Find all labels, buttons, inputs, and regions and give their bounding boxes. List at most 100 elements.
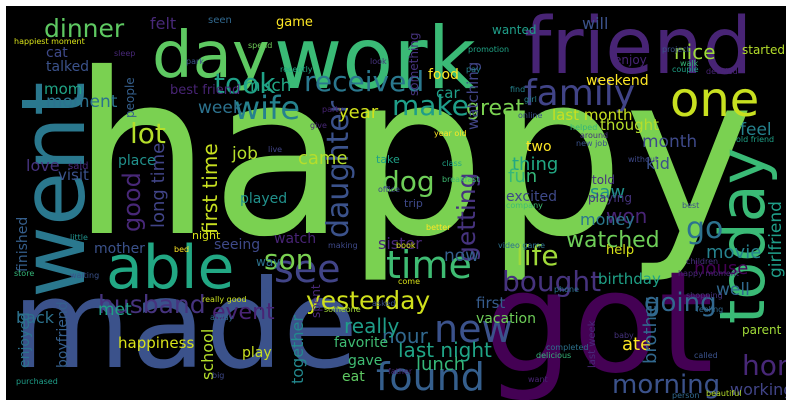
word: family (524, 73, 636, 114)
word: birthday (598, 270, 661, 288)
word: boyfriend (55, 301, 71, 368)
word: someone (324, 305, 361, 314)
word: morning (612, 370, 721, 400)
word: baby (614, 331, 634, 340)
word: pay (466, 65, 481, 74)
word: better (426, 223, 451, 232)
word: father (388, 367, 413, 376)
word: really good (202, 295, 247, 304)
word: visit (58, 166, 89, 184)
word: best (682, 201, 700, 210)
word: spent (309, 284, 323, 318)
word: son (264, 243, 314, 276)
word: way (256, 255, 281, 269)
word: person (672, 391, 700, 400)
word: help (606, 243, 635, 258)
word: year (338, 102, 379, 123)
word: give (310, 121, 327, 130)
word: playing (588, 191, 632, 205)
word: breakfast (442, 175, 480, 184)
word: seeing (214, 237, 261, 253)
word: brother (640, 297, 661, 364)
word: online (518, 111, 543, 120)
word: made (12, 254, 359, 396)
word: time (386, 243, 472, 287)
word: go (686, 211, 724, 246)
word: night (192, 229, 221, 242)
word: one (670, 72, 760, 128)
word: food (428, 67, 459, 83)
word: children (686, 257, 719, 266)
word: waiting (70, 271, 100, 280)
word: promotion (468, 45, 510, 54)
word: asked (372, 299, 396, 308)
word: weekend (586, 73, 649, 89)
word: game (276, 15, 313, 30)
word: live (268, 145, 283, 154)
word: sleep (114, 49, 136, 58)
word: day (152, 19, 270, 93)
word: kid (646, 154, 670, 173)
word: year old (434, 129, 467, 138)
word: together (288, 315, 307, 384)
word: old friend (736, 135, 775, 144)
word: new job (576, 139, 608, 148)
word: cat (46, 45, 68, 61)
word: money (580, 210, 635, 229)
word: happy (72, 25, 755, 286)
word: parent (742, 323, 782, 337)
word: come (398, 277, 421, 286)
word: started (742, 43, 785, 57)
word: find (510, 85, 526, 94)
word: helped (570, 123, 598, 132)
word: u (264, 285, 271, 296)
word: store (14, 269, 35, 278)
word: book (396, 241, 416, 250)
word: play (242, 345, 272, 361)
word: finished (15, 216, 31, 272)
word: dog (382, 165, 435, 198)
word: dinner (44, 14, 125, 43)
word: sister (378, 234, 422, 253)
word: hour (382, 324, 428, 348)
word: completed (546, 343, 589, 352)
word: job (232, 144, 258, 164)
word: feel (740, 120, 772, 140)
word: said (68, 161, 89, 172)
word: couple (672, 65, 699, 74)
word: yesterday (306, 286, 431, 315)
word: movie (706, 242, 762, 263)
word: talked (46, 59, 90, 75)
word: feeling (696, 305, 724, 314)
word: class (442, 159, 462, 168)
word: moment (46, 92, 118, 112)
word: girl (524, 95, 537, 104)
word: felt (150, 14, 177, 33)
word: company (506, 201, 543, 210)
word: project (662, 45, 690, 54)
word: little (70, 233, 88, 242)
word: will (582, 14, 609, 33)
word: park (186, 57, 204, 66)
word: first time (198, 143, 222, 234)
word: met (98, 300, 132, 320)
word: house (694, 258, 749, 279)
word: eat (342, 369, 365, 385)
word: going (644, 288, 717, 318)
word: place (118, 153, 156, 169)
word: enjoy (614, 53, 647, 67)
word: decided (706, 67, 738, 76)
word: friend (524, 6, 753, 92)
word: shopping (686, 291, 723, 300)
word: mother (94, 241, 145, 257)
word: last night (398, 338, 492, 362)
word: purchased (16, 377, 58, 386)
word: without (628, 155, 659, 164)
word: nice (674, 40, 716, 64)
word: husband (98, 290, 206, 319)
word: walk (680, 59, 699, 68)
word: came (298, 148, 348, 169)
word: took (214, 67, 276, 100)
word: happiest moment (14, 37, 85, 46)
